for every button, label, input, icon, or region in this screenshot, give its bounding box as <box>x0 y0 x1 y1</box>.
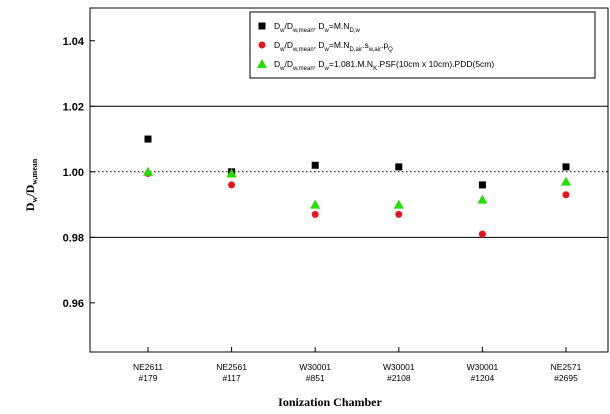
legend-subscript: w <box>279 66 285 72</box>
y-tick-label: 1.02 <box>63 101 84 113</box>
x-tick-label: W30001 <box>299 362 331 372</box>
x-tick-label: #2695 <box>554 373 578 383</box>
axis-ticks: 0.96 0.98 1.00 1.02 1.04 NE2611#179 NE2561#117… <box>63 36 582 383</box>
legend-marker-circle <box>258 41 266 49</box>
legend-text-part: =1.081.M.N <box>329 59 373 69</box>
legend-marker-triangle <box>257 59 267 68</box>
x-tick-label: W30001 <box>467 362 499 372</box>
data-point-circle <box>395 210 403 218</box>
legend-text-part: , D <box>314 21 325 31</box>
legend-text-part: =M.N <box>329 40 350 50</box>
legend-box <box>249 11 596 79</box>
y-tick-label: 0.96 <box>63 298 84 310</box>
legend-marker-square <box>258 22 266 30</box>
x-tick-label: #179 <box>139 373 158 383</box>
y-axis-title-subscript: w <box>30 197 39 203</box>
data-point-triangle <box>477 194 488 204</box>
data-point-square <box>395 163 403 171</box>
legend-label: Dw​/Dw,mean​, Dw​=M.ND,w​ <box>274 21 360 34</box>
legend-text-part: .PSF(10cm x 10cm).PDD(5cm) <box>377 59 494 69</box>
legend-text-part: D <box>274 59 280 69</box>
data-point-triangle <box>561 176 571 186</box>
legend-subscript: K <box>373 66 377 72</box>
legend-subscript: w <box>324 66 330 72</box>
legend-subscript: w,mean <box>292 66 314 72</box>
legend: Dw​/Dw,mean​, Dw​=M.ND,w​Dw​/Dw,mean​, D… <box>249 11 596 79</box>
y-tick-label: 0.98 <box>63 232 84 244</box>
data-point-triangle <box>310 199 321 209</box>
x-tick-label: NE2561 <box>216 362 247 372</box>
data-point-triangle <box>143 166 153 176</box>
data-markers <box>143 135 571 238</box>
x-tick-label: #117 <box>222 373 241 383</box>
y-axis-title-part: /D <box>23 184 37 197</box>
legend-text-part: /D <box>284 40 293 50</box>
legend-text-part: =M.N <box>329 21 350 31</box>
y-tick-label: 1.00 <box>63 167 84 179</box>
legend-subscript: Q <box>388 47 393 53</box>
legend-text-part: , D <box>314 40 325 50</box>
data-point-triangle <box>393 199 404 209</box>
legend-subscript: w <box>279 47 285 53</box>
plot-frame <box>89 7 609 353</box>
x-axis-title: Ionization Chamber <box>278 395 382 409</box>
data-point-square <box>144 135 152 143</box>
data-point-square <box>311 161 319 169</box>
x-tick-label: #2108 <box>387 373 411 383</box>
legend-label: Dw​/Dw,mean​, Dw​=1.081.M.NK​.PSF(10cm x… <box>274 59 494 72</box>
data-point-circle <box>311 210 319 218</box>
legend-subscript: D,w <box>349 28 360 34</box>
legend-text-part: , D <box>314 59 325 69</box>
legend-text-part: /D <box>284 21 293 31</box>
legend-subscript: w <box>324 28 330 34</box>
x-tick-label: #851 <box>306 373 325 383</box>
data-point-circle <box>228 181 236 189</box>
data-point-circle <box>562 191 570 199</box>
legend-subscript: D,air <box>349 47 362 53</box>
data-point-square <box>562 163 570 171</box>
data-point-square <box>478 181 486 189</box>
y-axis-title-part: D <box>23 202 37 211</box>
legend-text-part: .s <box>362 40 369 50</box>
x-tick-label: #1204 <box>471 373 495 383</box>
reference-lines <box>90 105 608 238</box>
legend-text-part: D <box>274 21 280 31</box>
data-point-circle <box>478 230 486 238</box>
y-axis-title-text: Dw/Dw,mean <box>23 158 39 211</box>
legend-subscript: w <box>324 47 330 53</box>
y-axis-title: Dw/Dw,mean <box>23 158 39 211</box>
legend-subscript: w,air <box>368 47 381 53</box>
legend-label: Dw​/Dw,mean​, Dw​=M.ND,air​.sw,air​.pQ​ <box>274 40 393 53</box>
y-axis-title-subscript: w,mean <box>30 158 39 185</box>
legend-text-part: /D <box>284 59 293 69</box>
y-tick-label: 1.04 <box>63 36 85 48</box>
x-tick-label: W30001 <box>383 362 415 372</box>
legend-subscript: w,mean <box>292 28 314 34</box>
legend-subscript: w,mean <box>292 47 314 53</box>
x-tick-label: NE2611 <box>133 362 163 372</box>
x-tick-label: NE2571 <box>551 362 582 372</box>
legend-text-part: .p <box>381 40 388 50</box>
data-point-triangle <box>226 168 237 178</box>
legend-text-part: D <box>274 40 280 50</box>
legend-subscript: w <box>279 28 285 34</box>
